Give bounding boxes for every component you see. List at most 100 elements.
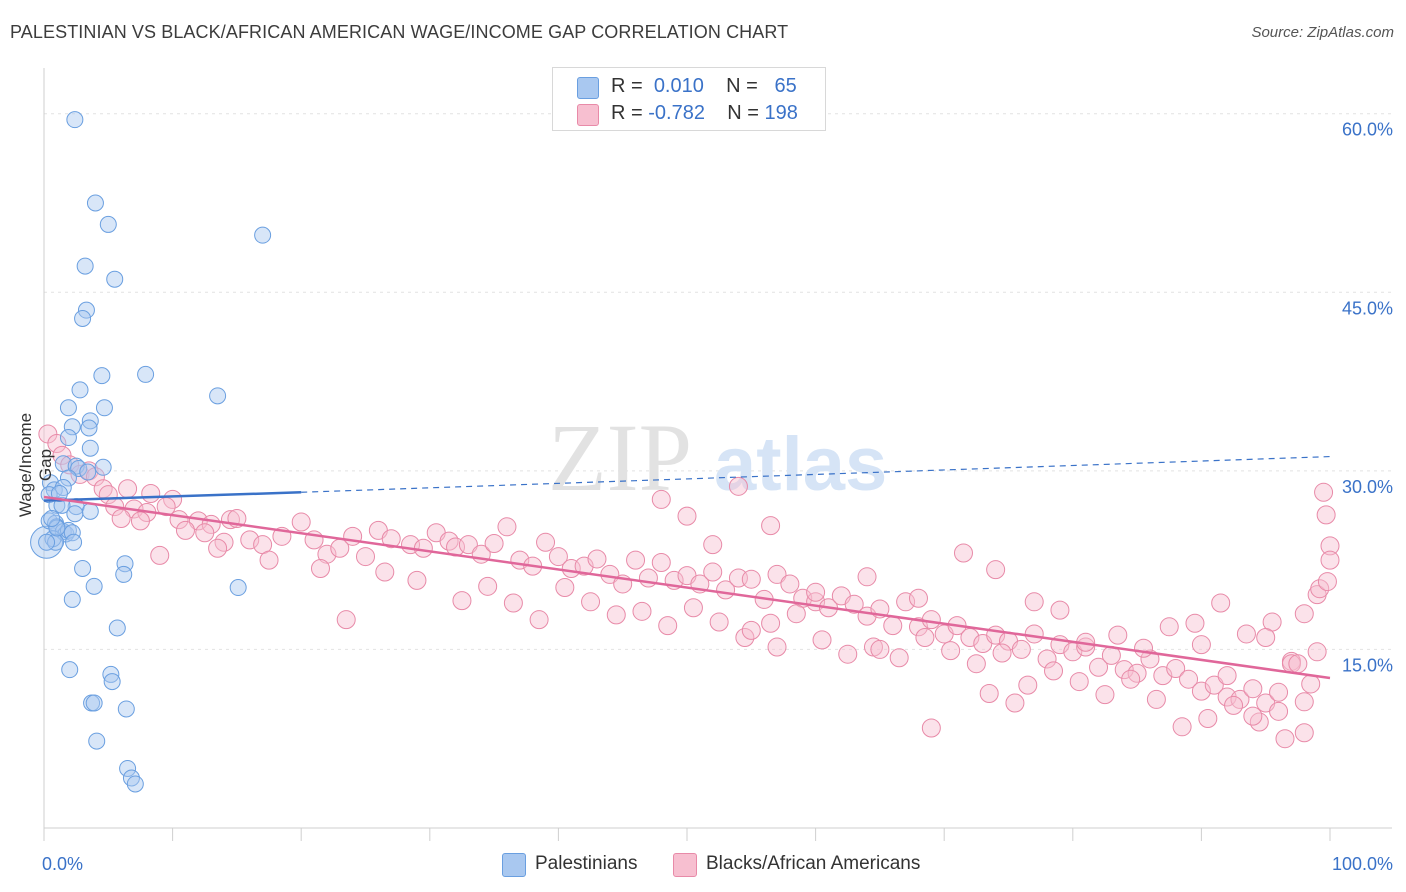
- point-blacks: [343, 526, 363, 546]
- point-blacks: [632, 601, 652, 621]
- y-tick-label: 60.0%: [1342, 120, 1393, 140]
- point-blacks: [908, 588, 928, 608]
- point-blacks: [175, 520, 195, 540]
- point-blacks: [1243, 679, 1263, 699]
- point-palestinians: [38, 533, 56, 551]
- legend-r-label: R =: [611, 102, 643, 124]
- point-blacks: [1089, 657, 1109, 677]
- point-blacks: [1166, 658, 1186, 678]
- point-blacks: [838, 644, 858, 664]
- point-blacks: [741, 569, 761, 589]
- point-palestinians: [102, 665, 120, 683]
- point-palestinians: [254, 226, 272, 244]
- legend-r-value: 0.010: [653, 75, 704, 97]
- point-blacks: [1050, 600, 1070, 620]
- point-blacks: [536, 532, 556, 552]
- point-palestinians: [59, 429, 77, 447]
- point-blacks: [1044, 661, 1064, 681]
- point-blacks: [1217, 666, 1237, 686]
- point-palestinians: [229, 579, 247, 597]
- point-blacks: [118, 479, 138, 499]
- x-tick-label: 100.0%: [1332, 854, 1393, 874]
- point-blacks: [1320, 536, 1340, 556]
- trend-blacks: [43, 495, 1331, 680]
- point-blacks: [953, 543, 973, 563]
- point-blacks: [812, 630, 832, 650]
- point-blacks: [478, 576, 498, 596]
- point-blacks: [606, 605, 626, 625]
- point-blacks: [150, 545, 170, 565]
- point-palestinians: [119, 759, 137, 777]
- point-palestinians: [85, 694, 103, 712]
- tick-labels: 60.0% 45.0% 30.0% 15.0% 0.0% 100.0%: [42, 120, 1393, 874]
- point-blacks: [413, 538, 433, 558]
- point-blacks: [941, 641, 961, 661]
- point-blacks: [1211, 593, 1231, 613]
- point-blacks: [1198, 708, 1218, 728]
- point-palestinians: [103, 673, 121, 691]
- point-blacks: [240, 530, 260, 550]
- point-blacks: [407, 570, 427, 590]
- point-blacks: [921, 610, 941, 630]
- point-blacks: [1294, 692, 1314, 712]
- point-palestinians: [59, 399, 77, 417]
- point-blacks: [703, 535, 723, 555]
- point-blacks: [484, 533, 504, 553]
- point-blacks: [638, 568, 658, 588]
- trend-palestinians: [43, 491, 302, 502]
- point-blacks: [1037, 649, 1057, 669]
- point-palestinians: [63, 418, 81, 436]
- y-tick-label: 15.0%: [1342, 655, 1393, 675]
- point-blacks: [503, 593, 523, 613]
- point-palestinians: [80, 419, 98, 437]
- point-blacks: [677, 506, 697, 526]
- point-blacks: [651, 553, 671, 573]
- point-blacks: [806, 582, 826, 602]
- point-blacks: [141, 483, 161, 503]
- point-blacks: [195, 523, 215, 543]
- point-palestinians: [86, 194, 104, 212]
- point-palestinians: [61, 661, 79, 679]
- point-blacks: [1224, 695, 1244, 715]
- point-blacks: [1314, 482, 1334, 502]
- point-blacks: [452, 591, 472, 611]
- point-blacks: [1317, 572, 1337, 592]
- point-blacks: [356, 547, 375, 567]
- point-blacks: [870, 639, 890, 659]
- point-palestinians: [74, 309, 92, 327]
- point-blacks: [581, 592, 601, 612]
- point-blacks: [767, 564, 787, 584]
- point-blacks: [1294, 723, 1314, 743]
- point-blacks: [883, 616, 903, 636]
- point-blacks: [1172, 717, 1192, 737]
- point-blacks: [741, 620, 761, 640]
- point-palestinians: [63, 590, 81, 608]
- point-palestinians: [74, 559, 92, 577]
- point-palestinians: [79, 463, 97, 481]
- point-palestinians: [95, 399, 113, 417]
- point-blacks: [208, 538, 228, 558]
- point-blacks: [966, 654, 986, 674]
- point-blacks: [1236, 624, 1256, 644]
- point-palestinians: [48, 519, 66, 537]
- trend-lines: [43, 455, 1331, 680]
- point-palestinians: [106, 270, 124, 288]
- y-tick-label: 30.0%: [1342, 477, 1393, 497]
- point-palestinians: [209, 387, 227, 405]
- point-blacks: [1256, 628, 1276, 648]
- point-blacks: [626, 550, 646, 570]
- point-blacks: [1024, 592, 1044, 612]
- point-blacks: [587, 549, 607, 569]
- point-blacks: [529, 610, 549, 630]
- watermark: ZIP atlas: [548, 404, 887, 511]
- point-blacks: [47, 433, 67, 453]
- bottom-legend-swatch-palestinians: [502, 853, 526, 877]
- point-blacks: [857, 567, 877, 587]
- point-blacks: [375, 562, 395, 582]
- point-blacks: [60, 455, 80, 475]
- point-palestinians: [115, 565, 133, 583]
- legend-n-value: 65: [774, 75, 797, 97]
- point-blacks: [1114, 660, 1134, 680]
- point-palestinians: [116, 555, 134, 573]
